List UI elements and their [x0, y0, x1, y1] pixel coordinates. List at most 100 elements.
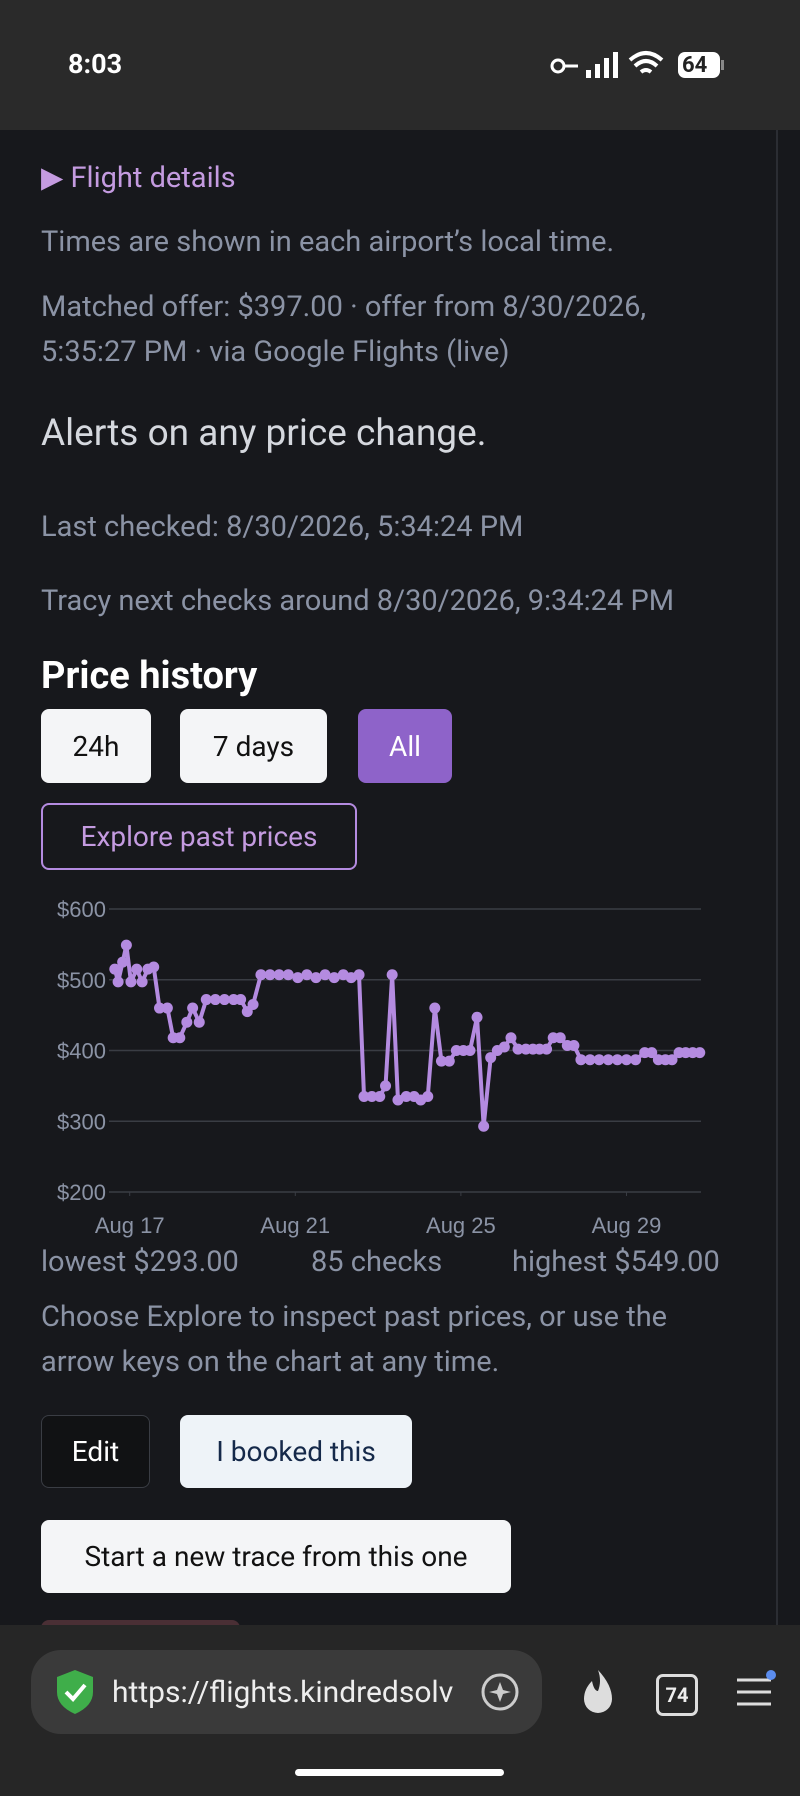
price-point — [209, 994, 221, 1006]
price-point — [366, 1090, 378, 1102]
matched-offer: 5:35:27 PM · via Google Flights (live) — [41, 335, 510, 369]
clock: 8:03 — [68, 48, 123, 80]
home-indicator — [295, 1769, 504, 1776]
price-point — [505, 1032, 517, 1044]
price-point — [328, 972, 340, 984]
price-point — [125, 976, 137, 988]
price-point — [568, 1040, 580, 1052]
edit-button[interactable]: Edit — [41, 1415, 150, 1488]
tabs-button[interactable]: 74 — [656, 1674, 698, 1716]
price-point — [646, 1047, 658, 1059]
new-trace-button[interactable]: Start a new trace from this one — [41, 1520, 511, 1593]
chart[interactable]: $200 $300 $400 $500 $600 Aug 17 Aug 21 Aug 25 Au… — [0, 890, 800, 1250]
stat-highest: highest $549.00 — [512, 1245, 720, 1279]
status-bar: 8:03 64 — [0, 0, 800, 130]
price-point — [443, 1055, 455, 1067]
price-point — [512, 1043, 524, 1055]
explore-button[interactable]: Explore past prices — [41, 803, 357, 870]
range-button[interactable]: 7 days — [180, 709, 327, 783]
x-tick-label: Aug 17 — [95, 1213, 165, 1238]
y-tick-label: $500 — [57, 968, 106, 993]
price-point — [358, 1090, 370, 1102]
price-point — [264, 969, 276, 981]
secure-icon — [57, 1670, 93, 1714]
booked-button[interactable]: I booked this — [180, 1415, 412, 1488]
price-point — [435, 1055, 447, 1067]
y-tick-label: $300 — [57, 1109, 106, 1134]
price-point — [429, 1002, 441, 1014]
price-point — [602, 1054, 614, 1066]
price-point — [400, 1090, 412, 1102]
x-tick-label: Aug 25 — [426, 1213, 496, 1238]
price-point — [112, 976, 124, 988]
price-point — [471, 1011, 483, 1023]
next-check: Tracy next checks around 8/30/2026, 9:34… — [41, 584, 675, 618]
price-point — [464, 1045, 476, 1056]
stat-checks: 85 checks — [311, 1245, 443, 1279]
price-point — [611, 1054, 623, 1066]
x-tick-label: Aug 21 — [260, 1213, 330, 1238]
url-pill[interactable]: https://flights.kindredsolv — [31, 1650, 542, 1734]
x-tick-label: Aug 29 — [592, 1213, 662, 1238]
fire-icon[interactable] — [576, 1667, 620, 1717]
price-point — [235, 994, 247, 1006]
status-icons — [550, 51, 724, 78]
price-point — [584, 1054, 596, 1066]
price-point — [353, 969, 365, 981]
price-point — [593, 1054, 605, 1066]
price-point — [187, 1002, 199, 1014]
price-point — [219, 994, 231, 1006]
price-point — [620, 1054, 632, 1066]
price-point — [392, 1094, 404, 1106]
price-point — [386, 969, 398, 981]
price-point — [301, 969, 313, 981]
menu-icon[interactable] — [733, 1670, 777, 1714]
y-tick-label: $600 — [57, 897, 106, 922]
price-point — [485, 1052, 497, 1064]
battery-level: 64 — [682, 53, 708, 78]
section-heading: Price history — [41, 654, 258, 698]
price-point — [161, 1002, 173, 1014]
divider — [776, 130, 778, 1625]
price-point — [554, 1032, 566, 1044]
price-point — [154, 1002, 166, 1014]
range-button[interactable]: All — [358, 709, 452, 783]
matched-offer: Matched offer: $397.00 · offer from 8/30… — [41, 290, 647, 324]
price-point — [282, 969, 294, 981]
price-point — [117, 956, 129, 968]
assistant-icon[interactable] — [478, 1670, 522, 1714]
price-point — [575, 1054, 587, 1066]
price-point — [148, 961, 160, 973]
price-point — [310, 972, 322, 984]
price-point — [630, 1054, 642, 1066]
tab-count: 74 — [665, 1683, 689, 1707]
hint: arrow keys on the chart at any time. — [41, 1345, 500, 1379]
price-point — [694, 1047, 706, 1059]
browser-bar: https://flights.kindredsolv 74 — [0, 1625, 800, 1796]
price-point — [498, 1041, 510, 1053]
range-button[interactable]: 24h — [41, 709, 151, 783]
y-tick-label: $400 — [57, 1039, 106, 1064]
price-point — [193, 1016, 205, 1028]
toggle-label: Flight details — [70, 161, 236, 195]
price-point — [181, 1016, 193, 1028]
price-point — [374, 1090, 386, 1102]
times-note: Times are shown in each airport’s local … — [41, 225, 615, 259]
price-point — [255, 969, 267, 981]
price-point — [319, 969, 331, 981]
price-point — [174, 1032, 186, 1044]
price-point — [247, 999, 259, 1011]
price-point — [109, 963, 121, 975]
flight-details-toggle[interactable]: ▶ Flight details — [41, 161, 236, 195]
price-point — [666, 1054, 678, 1066]
url: https://flights.kindredsolv — [112, 1675, 454, 1710]
price-point — [541, 1043, 553, 1055]
last-checked: Last checked: 8/30/2026, 5:34:24 PM — [41, 510, 524, 544]
price-point — [422, 1090, 434, 1102]
price-point — [478, 1120, 490, 1132]
price-point — [292, 972, 304, 984]
price-point — [120, 939, 132, 951]
price-point — [136, 976, 148, 988]
hint: Choose Explore to inspect past prices, o… — [41, 1300, 668, 1334]
